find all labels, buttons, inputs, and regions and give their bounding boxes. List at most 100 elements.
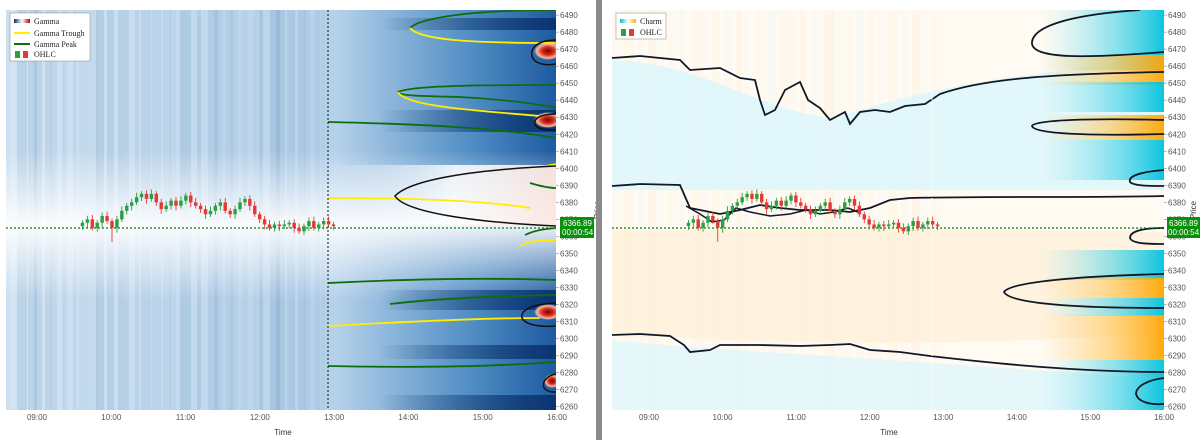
ohlc-candle	[208, 206, 213, 217]
charm-heatmap-streak	[636, 10, 645, 410]
candle-body	[139, 193, 144, 198]
candle-body	[716, 221, 720, 228]
ohlc-candle	[331, 221, 336, 230]
ohlc-candle	[90, 214, 95, 231]
candle-body	[808, 209, 813, 215]
ohlc-candle	[154, 191, 159, 207]
ohlc-swatch-down	[23, 51, 28, 58]
ohlc-candle	[312, 216, 316, 231]
charm-y-tick-label: 6300	[1168, 335, 1186, 344]
ohlc-candle	[852, 195, 857, 211]
gamma-peak-line	[327, 277, 556, 284]
ohlc-candle	[307, 217, 311, 231]
gamma-price-badge: 6366.89 00:00:54	[560, 217, 594, 238]
ohlc-candle	[730, 203, 735, 215]
ohlc-swatch-up	[15, 51, 20, 58]
charm-y-tick-label: 6260	[1168, 403, 1186, 412]
candle-body	[213, 205, 218, 211]
gamma-y-tick-label: 6320	[560, 300, 578, 309]
ohlc-candle	[317, 221, 321, 232]
candle-body	[203, 209, 208, 215]
ohlc-candle	[85, 215, 90, 228]
ohlc-candle	[110, 218, 114, 242]
candle-body	[312, 221, 316, 228]
candle-body	[149, 193, 154, 199]
charm-x-tick-label: 11:00	[786, 413, 806, 422]
candle-body	[686, 222, 691, 227]
charm-price-badge-price: 6366.89	[1169, 219, 1198, 228]
gamma-y-tick-label: 6480	[560, 28, 578, 37]
candle-body	[745, 193, 749, 198]
candle-body	[877, 224, 881, 228]
candle-body	[691, 219, 696, 223]
candle-body	[867, 219, 871, 225]
gamma-peak-line	[327, 361, 556, 368]
ohlc-candle	[139, 191, 144, 201]
charm-y-tick-label: 6390	[1168, 181, 1186, 190]
gamma-peak-line	[327, 121, 556, 139]
candle-body	[725, 210, 730, 220]
gamma-legend-label: Gamma	[34, 17, 60, 26]
ohlc-candle	[803, 203, 808, 213]
ohlc-candle	[808, 205, 813, 220]
ohlc-candle	[302, 223, 306, 236]
candle-body	[80, 222, 85, 227]
candle-body	[100, 215, 104, 223]
ohlc-candle	[760, 191, 764, 207]
charm-heatmap-streak	[900, 10, 909, 410]
gamma-price-badge-countdown: 00:00:54	[562, 228, 594, 237]
candle-body	[696, 219, 700, 228]
candle-body	[701, 222, 705, 228]
candle-body	[847, 198, 852, 203]
candle-body	[769, 205, 774, 210]
ohlc-candle	[115, 215, 119, 233]
charm-y-tick-label: 6430	[1168, 113, 1186, 122]
ohlc-candle	[292, 219, 296, 233]
charm-x-axis-label: Time	[880, 428, 898, 437]
candle-body	[774, 200, 779, 206]
candle-body	[253, 205, 257, 215]
charm-y-tick-label: 6340	[1168, 266, 1186, 275]
candle-body	[720, 219, 725, 228]
ohlc-candle	[272, 221, 277, 232]
ohlc-candle	[833, 208, 837, 218]
ohlc-candle	[740, 192, 744, 206]
ohlc-candle	[838, 205, 842, 220]
gamma-y-tick-label: 6340	[560, 266, 578, 275]
candle-body	[823, 202, 827, 206]
ohlc-swatch-down	[629, 29, 634, 36]
panel-divider[interactable]	[596, 0, 602, 440]
ohlc-candle	[228, 208, 232, 218]
ohlc-candle	[169, 197, 173, 210]
candle-body	[794, 195, 798, 203]
ohlc-candle	[326, 216, 331, 228]
candle-body	[238, 202, 242, 210]
ohlc-candle	[906, 223, 910, 236]
candle-body	[184, 195, 188, 201]
charm-zero-contour	[1129, 169, 1164, 187]
ohlc-candle	[706, 212, 710, 228]
ohlc-candle	[233, 205, 237, 220]
candle-body	[906, 226, 910, 232]
ohlc-candle	[267, 220, 272, 231]
ohlc-candle	[159, 198, 163, 214]
candle-body	[302, 226, 306, 232]
ohlc-candle	[745, 191, 749, 201]
charm-x-tick-label: 15:00	[1080, 413, 1101, 422]
candle-body	[935, 224, 940, 227]
candle-body	[901, 227, 906, 232]
candle-body	[297, 227, 301, 232]
gamma-contour-lines	[327, 10, 556, 393]
candle-body	[882, 224, 886, 227]
gamma-x-axis-label: Time	[274, 428, 292, 437]
candle-body	[896, 222, 901, 228]
gamma-y-tick-label: 6400	[560, 164, 578, 173]
ohlc-candle	[262, 215, 267, 230]
gamma-y-tick-label: 6390	[560, 181, 578, 190]
gamma-x-tick-label: 16:00	[547, 413, 568, 422]
ohlc-candle	[164, 201, 168, 212]
gamma-trough-legend-label: Gamma Trough	[34, 29, 84, 38]
ohlc-candle	[248, 195, 252, 211]
